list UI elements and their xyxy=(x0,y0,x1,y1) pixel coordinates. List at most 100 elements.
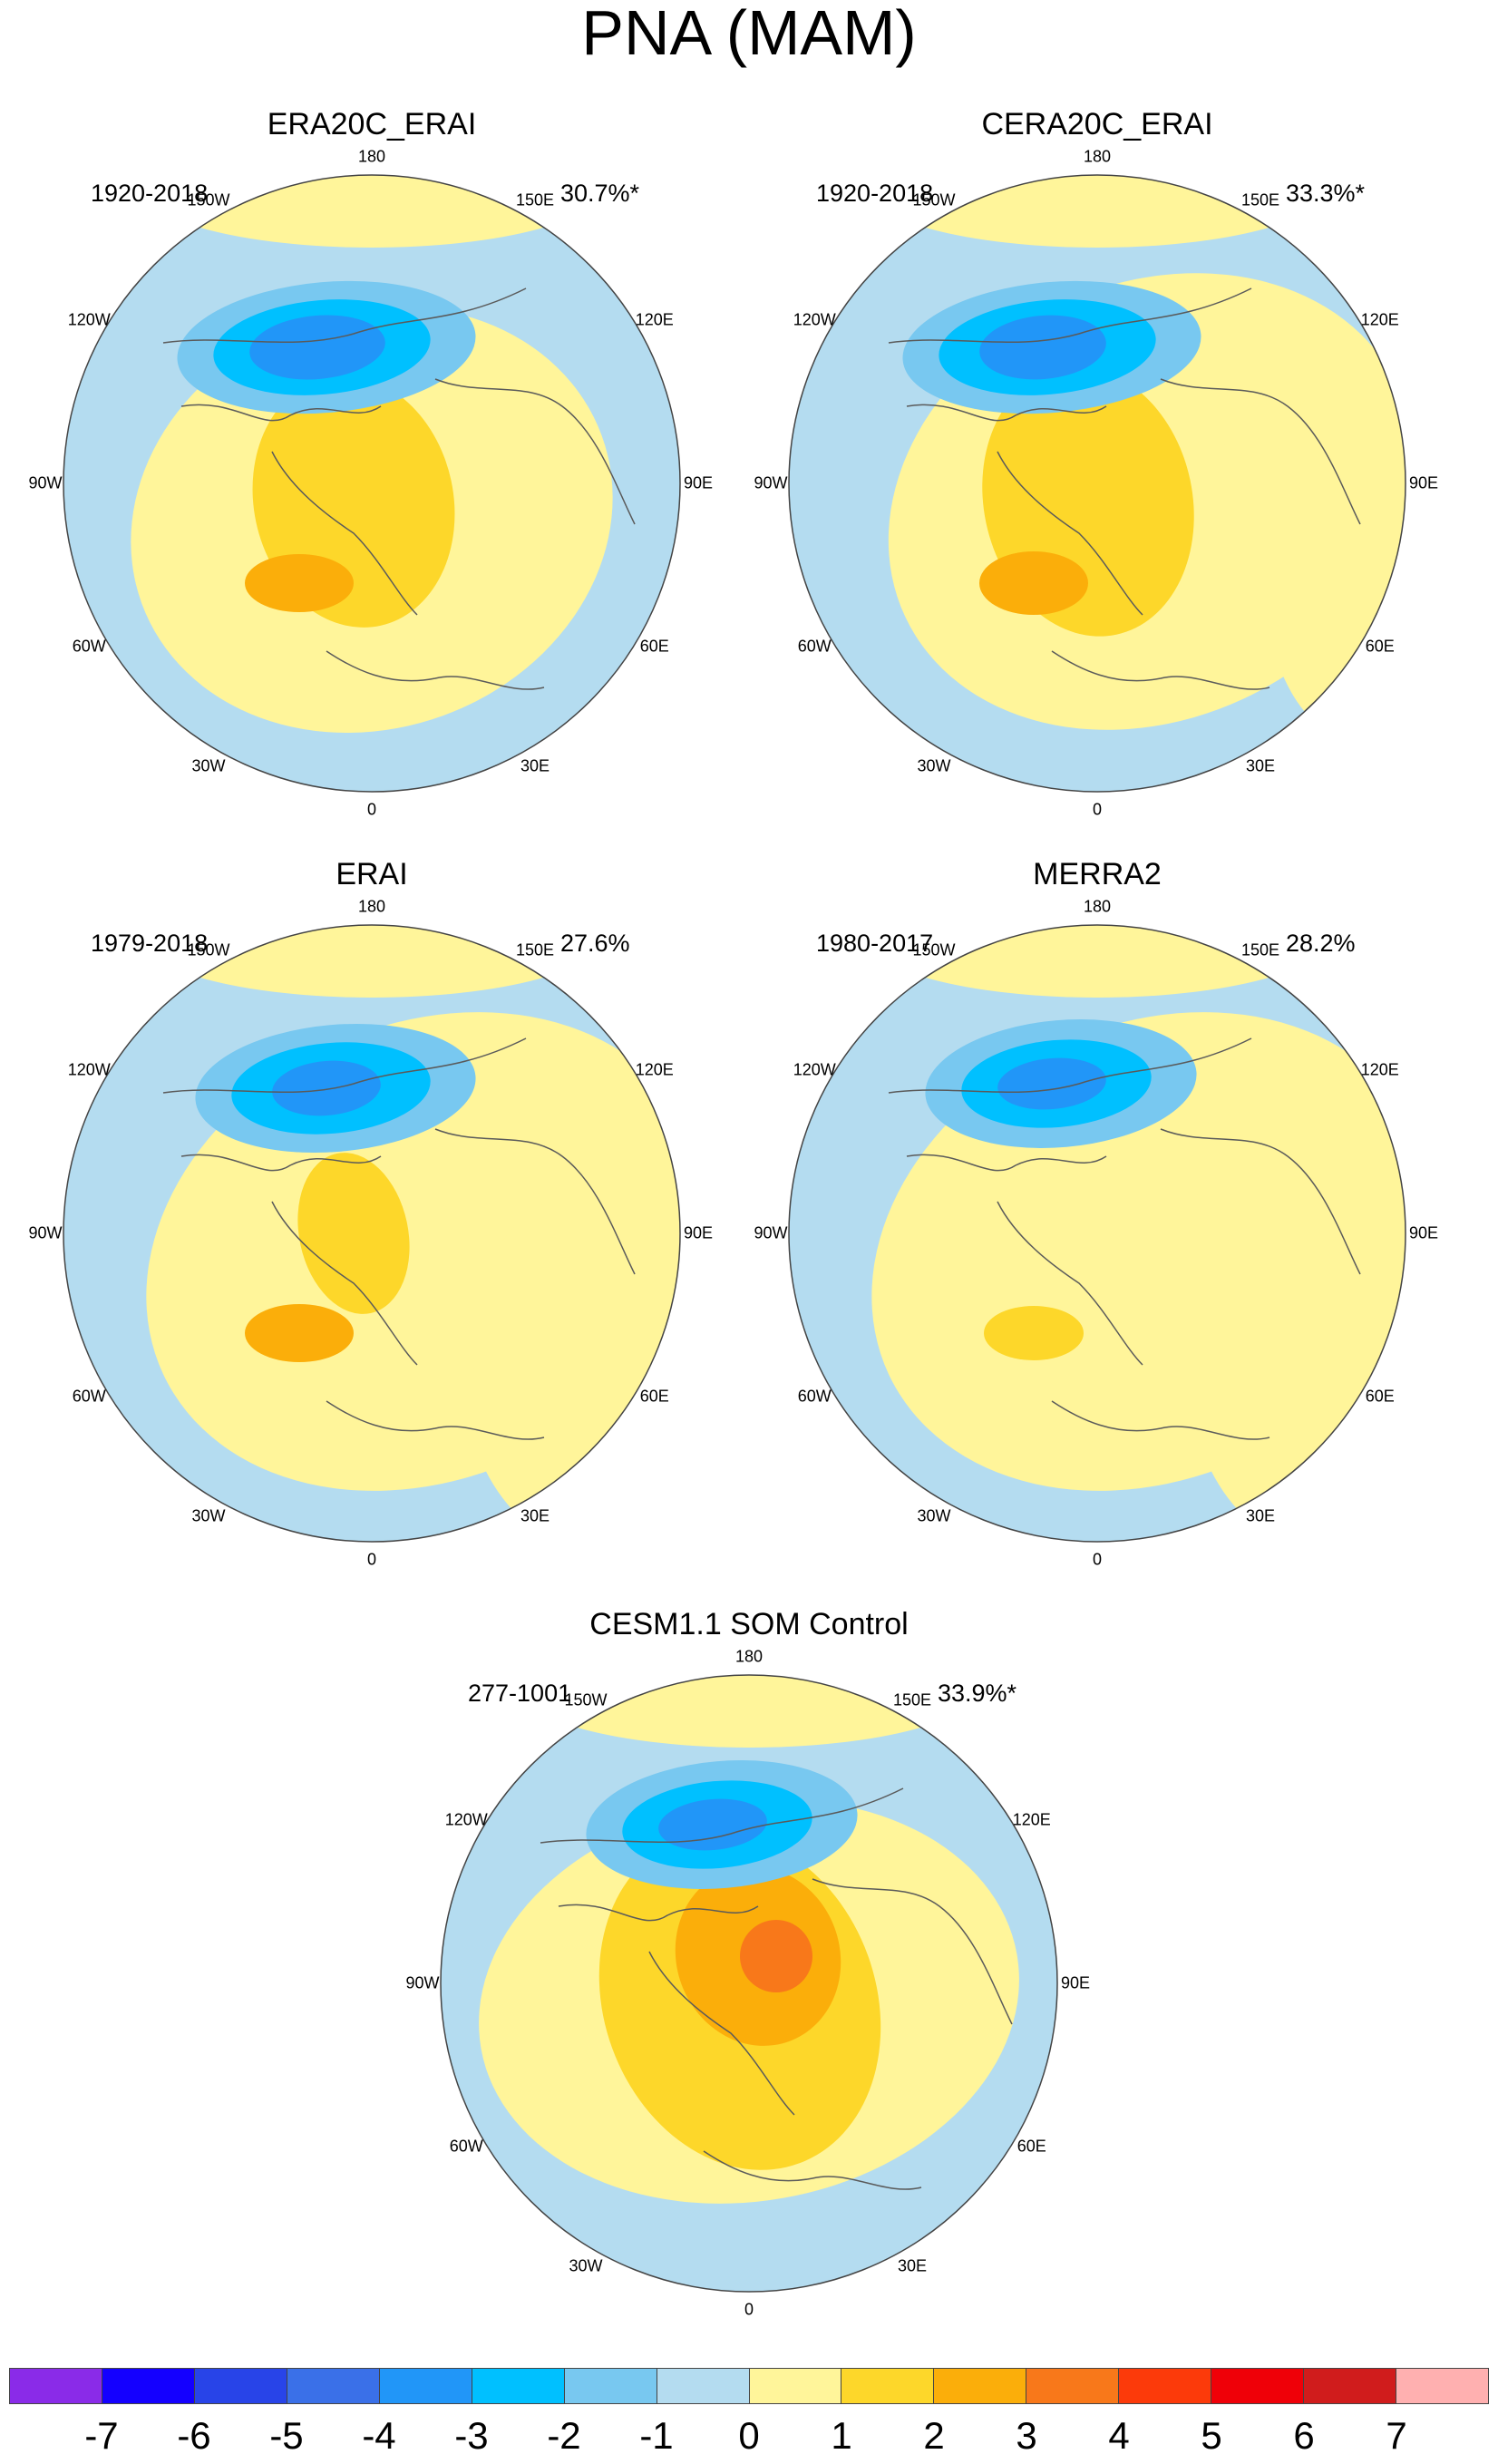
positive-anomaly-contour xyxy=(740,1920,812,1992)
longitude-label: 120E xyxy=(1360,1060,1399,1079)
colorbar-tick-label: -6 xyxy=(177,2414,211,2457)
longitude-label: 120W xyxy=(793,1060,836,1079)
coastline xyxy=(906,1154,1107,1172)
positive-anomaly-region xyxy=(136,175,608,248)
longitude-label: 90E xyxy=(1060,1973,1091,1992)
coastline xyxy=(888,1037,1252,1094)
longitude-label: 30W xyxy=(917,756,951,775)
coastline xyxy=(540,1787,904,1844)
positive-anomaly-region xyxy=(861,175,1333,248)
longitude-label: 60W xyxy=(449,2137,483,2156)
coastline xyxy=(888,287,1252,344)
longitude-label: 60E xyxy=(1365,637,1395,656)
colorbar-tick-label: 2 xyxy=(923,2414,945,2457)
longitude-label: 0 xyxy=(1092,1550,1103,1569)
coastline xyxy=(434,378,636,525)
coastline xyxy=(326,1400,545,1440)
longitude-label: 90W xyxy=(754,1223,788,1242)
negative-anomaly-contour xyxy=(249,315,385,380)
colorbar-box xyxy=(841,2368,934,2404)
colorbar-box xyxy=(286,2368,379,2404)
longitude-label: 150W xyxy=(564,1690,608,1709)
longitude-label: 120W xyxy=(793,310,836,329)
colorbar-box xyxy=(1118,2368,1211,2404)
longitude-label: 60W xyxy=(797,1387,832,1406)
longitude-label: 60E xyxy=(1016,2137,1046,2156)
longitude-label: 90W xyxy=(405,1973,440,1992)
longitude-label: 60E xyxy=(639,1387,669,1406)
period-label: 1979-2018 xyxy=(91,930,209,957)
longitude-label: 150W xyxy=(187,190,230,209)
colorbar-box xyxy=(748,2368,841,2404)
coastline xyxy=(703,2150,922,2190)
colorbar-box xyxy=(378,2368,472,2404)
longitude-label: 150E xyxy=(892,1690,932,1709)
coastline xyxy=(180,1154,382,1172)
longitude-label: 60W xyxy=(72,637,106,656)
longitude-label: 150E xyxy=(1240,190,1280,209)
coastline xyxy=(812,1878,1013,2025)
panel-title: CERA20C_ERAI xyxy=(981,107,1213,141)
panel-erai: ERAI 1979-2018 27.6% 180 150E 120E 90E 60E 30… xyxy=(28,857,713,1583)
coastline xyxy=(997,1201,1143,1366)
negative-anomaly-contour xyxy=(979,315,1106,380)
longitude-label: 180 xyxy=(734,1647,764,1666)
colorbar-box xyxy=(563,2368,657,2404)
longitude-label: 180 xyxy=(357,147,386,166)
map-boundary xyxy=(63,924,681,1543)
coastline xyxy=(434,1128,636,1275)
colorbar-box xyxy=(1396,2368,1489,2404)
longitude-label: 0 xyxy=(366,1550,377,1569)
longitude-label: 30E xyxy=(520,756,550,775)
coastline xyxy=(326,650,545,690)
colorbar-tick-label: -1 xyxy=(639,2414,674,2457)
longitude-label: 90W xyxy=(754,473,788,492)
period-label: 277-1001 xyxy=(468,1680,572,1707)
longitude-label: 120E xyxy=(1360,310,1399,329)
colorbar xyxy=(9,2368,1489,2404)
colorbar-tick-label: 3 xyxy=(1016,2414,1037,2457)
polar-map xyxy=(63,174,681,793)
colorbar-tick-label: -3 xyxy=(454,2414,489,2457)
longitude-label: 0 xyxy=(744,2300,754,2319)
longitude-label: 120W xyxy=(444,1810,488,1829)
polar-map xyxy=(788,174,1406,793)
longitude-label: 180 xyxy=(1083,147,1112,166)
longitude-label: 30W xyxy=(917,1506,951,1525)
coastline xyxy=(271,451,418,616)
colorbar-tick-label: 4 xyxy=(1108,2414,1130,2457)
positive-anomaly-region xyxy=(136,925,608,998)
longitude-label: 30E xyxy=(1245,756,1276,775)
longitude-label: 150W xyxy=(912,190,956,209)
colorbar-box xyxy=(1026,2368,1119,2404)
longitude-label: 120W xyxy=(67,310,111,329)
longitude-label: 180 xyxy=(357,897,386,916)
longitude-label: 150E xyxy=(515,190,555,209)
colorbar-box xyxy=(656,2368,749,2404)
longitude-label: 60E xyxy=(639,637,669,656)
positive-anomaly-contour xyxy=(923,1089,1217,1450)
longitude-label: 0 xyxy=(366,800,377,819)
colorbar-tick-label: -2 xyxy=(547,2414,581,2457)
panel-cera20c-erai: CERA20C_ERAI 1920-2018 33.3%* 180 150E 120… xyxy=(754,107,1438,833)
longitude-label: 60W xyxy=(797,637,832,656)
coastline xyxy=(162,1037,527,1094)
polar-map xyxy=(788,924,1406,1543)
map-boundary xyxy=(63,174,681,793)
longitude-label: 90W xyxy=(28,1223,63,1242)
panel-merra2: MERRA2 1980-2017 28.2% 180 150E 120E 90E 60E… xyxy=(754,857,1438,1583)
colorbar-box xyxy=(471,2368,564,2404)
panel-title: ERAI xyxy=(336,857,408,891)
panel-title: CESM1.1 SOM Control xyxy=(589,1607,909,1641)
longitude-label: 90E xyxy=(1408,1223,1439,1242)
figure-title: PNA (MAM) xyxy=(581,0,917,68)
polar-map xyxy=(63,924,681,1543)
longitude-label: 150W xyxy=(912,940,956,959)
positive-anomaly-region xyxy=(513,1675,985,1748)
period-label: 1920-2018 xyxy=(91,180,209,207)
longitude-label: 30W xyxy=(191,756,226,775)
colorbar-box xyxy=(193,2368,287,2404)
longitude-label: 90E xyxy=(1408,473,1439,492)
colorbar-labels: -7 -6 -5 -4 -3 -2 -1 0 1 2 3 4 5 6 7 xyxy=(0,2414,1498,2459)
coastline xyxy=(180,404,382,422)
